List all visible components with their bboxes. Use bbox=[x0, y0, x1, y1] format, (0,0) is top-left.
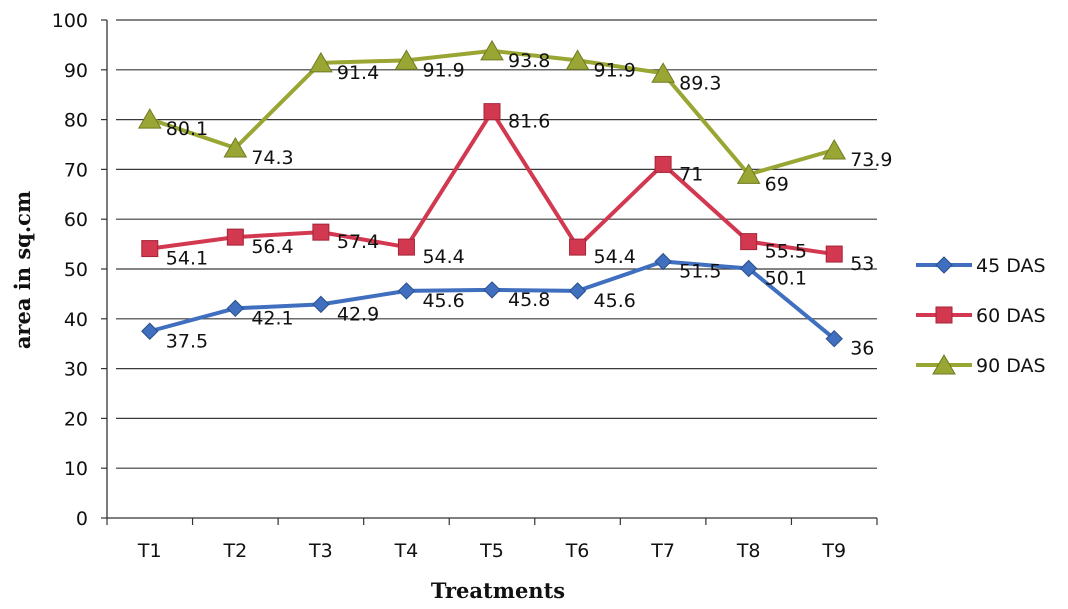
data-label: 91.9 bbox=[594, 59, 636, 81]
series-45-das bbox=[141, 252, 843, 348]
y-tick-label: 0 bbox=[76, 508, 88, 530]
data-point bbox=[822, 138, 847, 160]
x-tick-label: T7 bbox=[650, 540, 675, 562]
data-label: 54.4 bbox=[422, 246, 464, 268]
data-label: 50.1 bbox=[765, 268, 807, 290]
data-point bbox=[740, 233, 758, 251]
data-label: 42.1 bbox=[251, 307, 293, 329]
data-label: 45.6 bbox=[594, 290, 636, 312]
data-point bbox=[141, 322, 159, 340]
y-tick-label: 100 bbox=[52, 10, 88, 32]
data-labels: 37.5 42.1 42.9 45.6 45.8 45.6 51.5 50.1 36 54.1 56… bbox=[166, 50, 893, 360]
legend-label: 45 DAS bbox=[976, 255, 1046, 277]
data-point bbox=[739, 259, 758, 278]
data-point bbox=[312, 223, 330, 241]
data-label: 56.4 bbox=[251, 236, 293, 258]
x-tick-label: T4 bbox=[394, 540, 419, 562]
data-label: 51.5 bbox=[679, 261, 721, 283]
y-tick-label: 60 bbox=[64, 209, 88, 231]
y-tick-label: 90 bbox=[64, 60, 88, 82]
data-label: 80.1 bbox=[166, 118, 208, 140]
data-label: 74.3 bbox=[251, 147, 293, 169]
data-label: 91.9 bbox=[422, 59, 464, 81]
data-label: 55.5 bbox=[765, 241, 807, 263]
y-tick-label: 70 bbox=[64, 159, 88, 181]
x-tick-label: T5 bbox=[479, 540, 504, 562]
data-point bbox=[569, 238, 587, 256]
y-tick-label: 80 bbox=[64, 110, 88, 132]
data-point bbox=[226, 299, 245, 318]
data-point bbox=[309, 51, 333, 73]
data-label: 73.9 bbox=[850, 149, 892, 171]
data-label: 93.8 bbox=[508, 50, 550, 72]
data-label: 81.6 bbox=[508, 111, 550, 133]
legend-marker bbox=[932, 354, 956, 375]
axes: 0 10 20 30 40 50 60 70 80 90 100 T1 T2 T3 T4 T5 T6 T7 T8 T9 bbox=[52, 10, 878, 562]
data-point bbox=[137, 108, 162, 129]
legend-item: 45 DAS bbox=[916, 255, 1046, 277]
series-group bbox=[137, 39, 847, 348]
data-point bbox=[483, 281, 501, 299]
data-point bbox=[654, 155, 672, 173]
data-point bbox=[397, 282, 416, 300]
gridlines bbox=[116, 19, 877, 469]
data-point bbox=[568, 282, 587, 300]
x-tick-label: T6 bbox=[565, 540, 590, 562]
data-label: 91.4 bbox=[337, 62, 379, 84]
data-point bbox=[565, 49, 590, 70]
data-point bbox=[736, 163, 761, 184]
data-label: 54.1 bbox=[166, 248, 208, 270]
y-tick-label: 10 bbox=[64, 458, 88, 480]
data-point bbox=[480, 39, 504, 61]
data-label: 37.5 bbox=[166, 330, 208, 352]
legend-item: 90 DAS bbox=[916, 354, 1046, 377]
data-label: 57.4 bbox=[337, 231, 379, 253]
data-point bbox=[651, 62, 675, 83]
data-label: 53 bbox=[850, 253, 874, 275]
data-point bbox=[394, 49, 419, 70]
legend-label: 90 DAS bbox=[976, 355, 1046, 377]
x-tick-label: T8 bbox=[736, 540, 761, 562]
data-label: 45.8 bbox=[508, 289, 550, 311]
x-tick-label: T2 bbox=[222, 540, 247, 562]
data-point bbox=[654, 252, 672, 271]
data-point bbox=[825, 330, 843, 348]
x-tick-label: T1 bbox=[137, 540, 162, 562]
data-label: 71 bbox=[679, 163, 703, 185]
series-90-das bbox=[137, 39, 847, 184]
series-60-das bbox=[141, 103, 843, 263]
data-point bbox=[226, 228, 244, 246]
x-tick-label: T3 bbox=[308, 540, 333, 562]
y-tick-label: 50 bbox=[64, 259, 88, 281]
data-label: 36 bbox=[850, 338, 874, 360]
data-point bbox=[141, 240, 159, 258]
y-tick-label: 20 bbox=[64, 408, 88, 430]
legend-label: 60 DAS bbox=[976, 305, 1046, 327]
legend: 45 DAS 60 DAS 90 DAS bbox=[916, 255, 1046, 377]
data-point bbox=[312, 295, 330, 314]
data-point bbox=[483, 103, 501, 121]
data-point bbox=[223, 136, 248, 158]
y-tick-label: 40 bbox=[64, 309, 88, 331]
legend-marker bbox=[935, 256, 953, 274]
x-tick-label: T9 bbox=[821, 540, 846, 562]
y-axis-title: area in sq.cm bbox=[10, 191, 35, 349]
data-label: 89.3 bbox=[679, 72, 721, 94]
legend-marker bbox=[935, 306, 953, 324]
legend-item: 60 DAS bbox=[916, 305, 1046, 327]
data-point bbox=[825, 245, 843, 263]
data-label: 54.4 bbox=[594, 246, 636, 268]
data-label: 42.9 bbox=[337, 303, 379, 325]
data-point bbox=[397, 238, 415, 256]
x-axis-title: Treatments bbox=[431, 578, 565, 603]
data-label: 69 bbox=[765, 173, 789, 195]
y-tick-label: 30 bbox=[64, 359, 88, 381]
data-label: 45.6 bbox=[422, 290, 464, 312]
